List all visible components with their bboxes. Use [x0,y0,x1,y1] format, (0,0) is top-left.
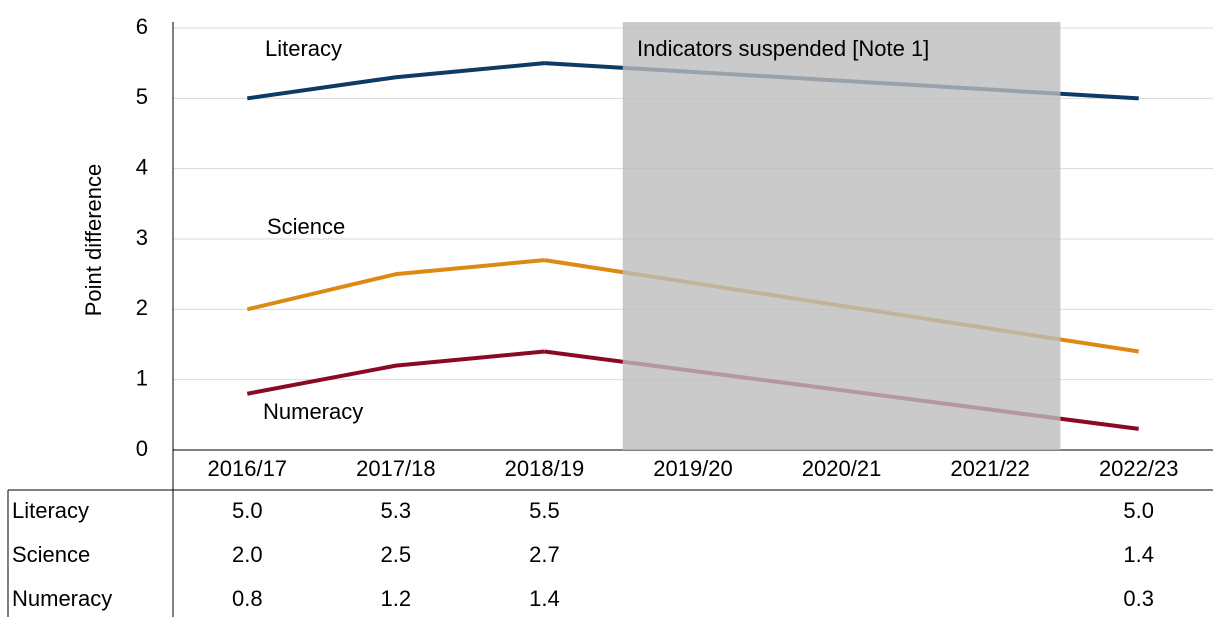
table-cell: 1.4 [1123,542,1154,567]
x-tick-label: 2017/18 [356,456,436,481]
table-cell: 1.2 [381,586,412,611]
x-tick-label: 2019/20 [653,456,733,481]
annotation: Indicators suspended [Note 1] [637,36,929,61]
x-tick-label: 2020/21 [802,456,882,481]
table-cell: 2.5 [381,542,412,567]
table-cell: 1.4 [529,586,560,611]
series-label: Numeracy [263,399,363,424]
y-axis-title: Point difference [81,164,106,316]
y-tick-label: 6 [136,14,148,39]
y-tick-label: 1 [136,365,148,390]
table-cell: 5.0 [232,498,263,523]
table-cell: 5.5 [529,498,560,523]
table-cell: 2.7 [529,542,560,567]
table-row-label: Numeracy [12,586,112,611]
table-cell: 0.3 [1123,586,1154,611]
y-tick-label: 2 [136,295,148,320]
x-tick-label: 2018/19 [505,456,585,481]
x-tick-label: 2021/22 [950,456,1030,481]
table-row-label: Science [12,542,90,567]
series-label: Literacy [265,36,342,61]
suspended-region [622,22,1061,450]
y-tick-label: 3 [136,225,148,250]
table-row-label: Literacy [12,498,89,523]
table-cell: 5.3 [381,498,412,523]
y-tick-label: 5 [136,84,148,109]
table-cell: 2.0 [232,542,263,567]
x-tick-label: 2022/23 [1099,456,1179,481]
table-cell: 5.0 [1123,498,1154,523]
y-tick-label: 0 [136,436,148,461]
x-tick-label: 2016/17 [208,456,288,481]
table-cell: 0.8 [232,586,263,611]
y-tick-label: 4 [136,154,148,179]
series-label: Science [267,214,345,239]
